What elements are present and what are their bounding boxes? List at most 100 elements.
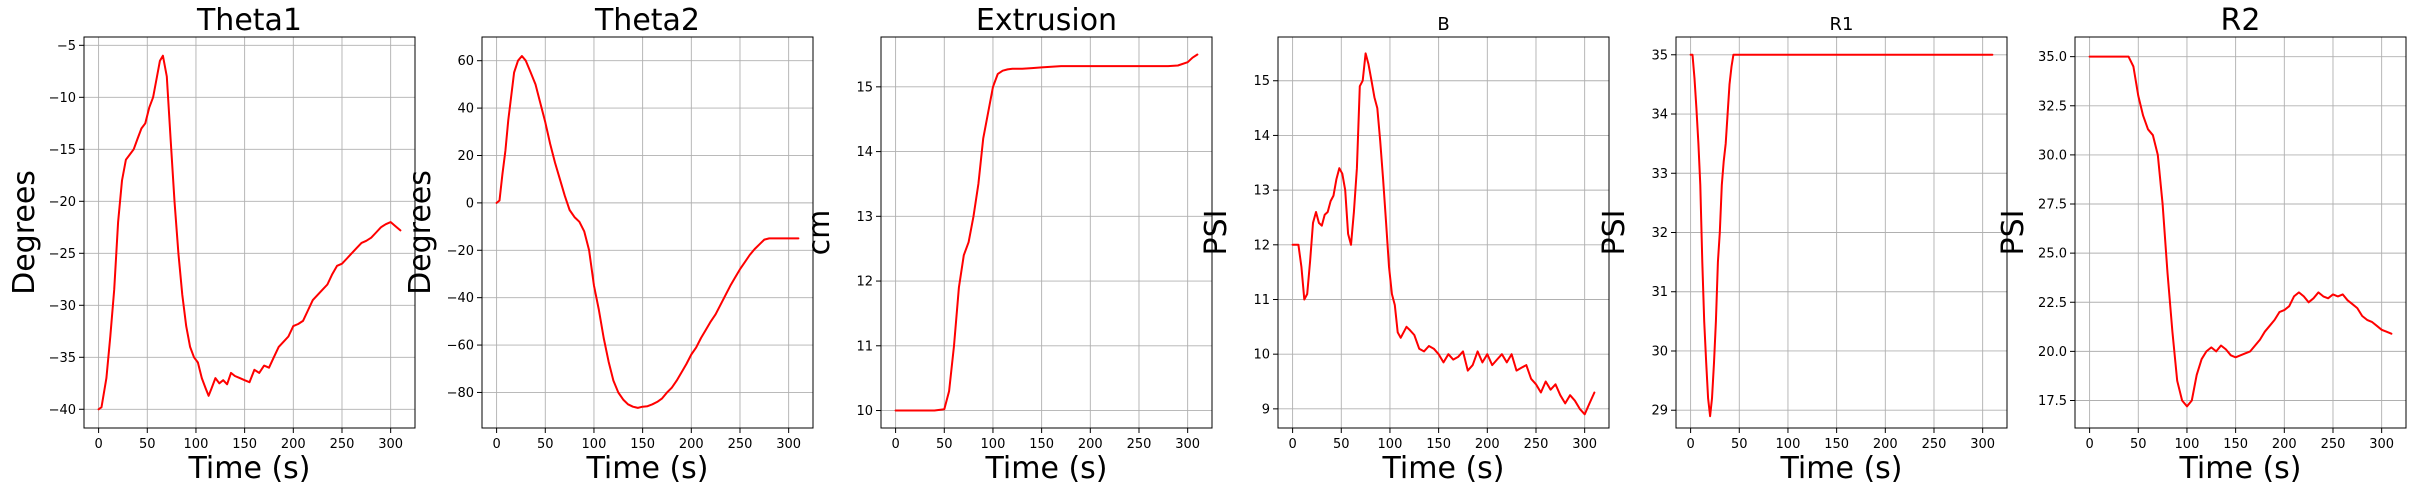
y-tick-label: 12 (856, 275, 873, 290)
series-line (1689, 53, 1994, 418)
y-tick-label: −20 (447, 244, 474, 259)
y-tick-label: −60 (447, 339, 474, 354)
x-tick-label: 100 (981, 437, 1006, 452)
x-axis-label: Time (s) (985, 451, 1108, 486)
series-line (2088, 55, 2393, 408)
x-tick-label: 50 (537, 437, 554, 452)
y-tick-label: 30 (1651, 344, 1668, 359)
x-axis-label: Time (s) (2179, 451, 2302, 486)
x-tick-label: 250 (2321, 437, 2346, 452)
y-tick-label: −80 (447, 386, 474, 401)
y-tick-label: −35 (49, 351, 76, 366)
axes-frame (1277, 36, 1610, 429)
y-tick-label: 11 (856, 339, 873, 354)
x-tick-label: 200 (281, 437, 306, 452)
x-tick-label: 250 (1127, 437, 1152, 452)
y-tick-label: −10 (49, 91, 76, 106)
y-axis-label: Degrees (403, 170, 438, 295)
y-tick-label: 12 (1253, 238, 1270, 253)
y-tick-label: 32.5 (2038, 99, 2067, 114)
y-tick-label: 13 (1253, 184, 1270, 199)
chart-3: 0 50 100 150 200 250 300 10 11 12 13 14 15 Extrusion T… (802, 3, 1213, 486)
x-tick-label: 200 (1078, 437, 1103, 452)
y-tick-label: 35.0 (2038, 50, 2067, 65)
y-axis-label: cm (802, 210, 837, 256)
chart-6: 0 50 100 150 200 250 300 17.5 20.0 22.5 25.0 27.5 30… (1996, 3, 2407, 486)
y-tick-label: 32 (1651, 226, 1668, 241)
chart-2: 0 50 100 150 200 250 300 −80 −60 −40 −20 0 20 40 60 The… (403, 3, 814, 486)
y-tick-label: 13 (856, 210, 873, 225)
y-tick-label: 29 (1651, 404, 1668, 419)
x-tick-label: 100 (1378, 437, 1403, 452)
x-axis-label: Time (s) (188, 451, 311, 486)
y-tick-label: −5 (57, 39, 76, 54)
chart-1: 0 50 100 150 200 250 300 −40 −35 −30 −25 −20 −15 −10 −… (7, 3, 416, 486)
x-tick-label: 50 (1731, 437, 1748, 452)
axes-frame (880, 36, 1213, 429)
x-tick-label: 0 (1288, 437, 1296, 452)
y-tick-label: 10 (1253, 348, 1270, 363)
y-tick-label: 20 (457, 149, 474, 164)
x-tick-label: 50 (2130, 437, 2147, 452)
y-tick-label: −40 (49, 403, 76, 418)
x-tick-label: 100 (184, 437, 209, 452)
y-tick-label: 31 (1651, 285, 1668, 300)
x-tick-label: 250 (1524, 437, 1549, 452)
axes-frame (2074, 36, 2407, 429)
y-tick-label: 9 (1262, 402, 1270, 417)
series-line (97, 54, 402, 411)
y-tick-label: −30 (49, 299, 76, 314)
axes-frame (481, 36, 814, 429)
x-tick-label: 200 (1475, 437, 1500, 452)
x-tick-label: 250 (1922, 437, 1947, 452)
y-tick-label: 10 (856, 404, 873, 419)
y-axis-label: PSI (1597, 210, 1632, 256)
x-tick-label: 100 (582, 437, 607, 452)
x-tick-label: 50 (936, 437, 953, 452)
x-tick-label: 150 (1426, 437, 1451, 452)
y-tick-label: 14 (1253, 129, 1270, 144)
chart-5: 0 50 100 150 200 250 300 29 30 31 32 33 34 35 R1 Time (… (1597, 14, 2008, 486)
y-tick-label: 0 (466, 196, 474, 211)
chart-title: B (1437, 14, 1449, 35)
y-axis-label: PSI (1199, 210, 1234, 256)
x-tick-label: 300 (776, 437, 801, 452)
x-axis-label: Time (s) (1780, 451, 1903, 486)
x-tick-label: 0 (94, 437, 102, 452)
y-tick-label: 20.0 (2038, 345, 2067, 360)
x-tick-label: 150 (630, 437, 655, 452)
y-tick-label: 40 (457, 102, 474, 117)
y-tick-label: 60 (457, 54, 474, 69)
y-tick-label: 34 (1651, 108, 1668, 123)
x-tick-label: 150 (1824, 437, 1849, 452)
y-tick-label: −40 (447, 291, 474, 306)
y-tick-label: 15 (856, 80, 873, 95)
y-tick-label: 17.5 (2038, 394, 2067, 409)
y-tick-label: 33 (1651, 167, 1668, 182)
x-tick-label: 100 (2175, 437, 2200, 452)
y-axis-label: Degrees (7, 170, 42, 295)
x-tick-label: 0 (891, 437, 899, 452)
x-tick-label: 200 (679, 437, 704, 452)
y-tick-label: −25 (49, 247, 76, 262)
y-tick-label: 35 (1651, 48, 1668, 63)
x-tick-label: 250 (330, 437, 355, 452)
x-tick-label: 50 (1333, 437, 1350, 452)
y-tick-label: 11 (1253, 293, 1270, 308)
chart-title: Extrusion (976, 3, 1117, 38)
y-axis-label: PSI (1996, 210, 2031, 256)
axes-frame (83, 36, 416, 429)
y-tick-label: 15 (1253, 74, 1270, 89)
x-tick-label: 250 (728, 437, 753, 452)
y-tick-label: 22.5 (2038, 296, 2067, 311)
chart-title: Theta1 (196, 3, 302, 38)
x-tick-label: 0 (1686, 437, 1694, 452)
series-line (894, 53, 1199, 412)
x-tick-label: 300 (378, 437, 403, 452)
series-line (495, 55, 800, 409)
x-tick-label: 300 (1175, 437, 1200, 452)
x-tick-label: 300 (1572, 437, 1597, 452)
y-tick-label: 27.5 (2038, 198, 2067, 213)
x-tick-label: 0 (492, 437, 500, 452)
